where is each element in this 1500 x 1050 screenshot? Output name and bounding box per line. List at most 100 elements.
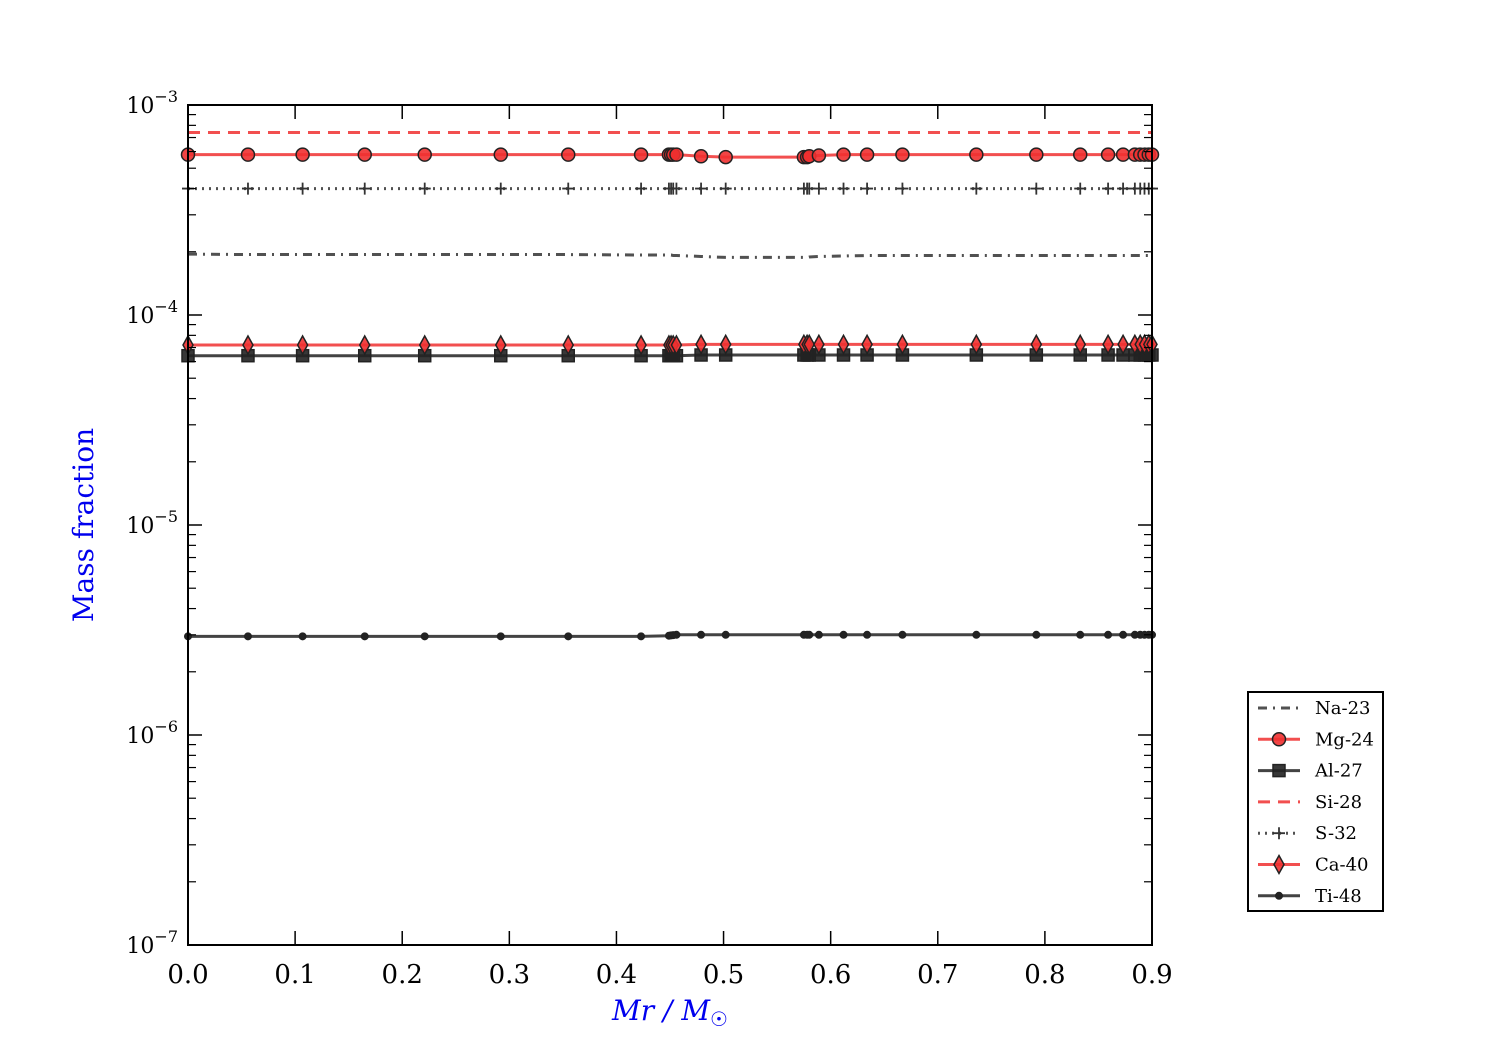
legend-marker [1273, 853, 1285, 876]
data-point [296, 334, 309, 356]
x-tick-label: 0.3 [489, 960, 530, 990]
data-point [1074, 333, 1087, 355]
data-point [637, 632, 646, 641]
legend-marker [1273, 827, 1285, 840]
x-tick-label: 0.0 [167, 960, 208, 990]
data-point [1030, 333, 1043, 355]
data-point [1117, 333, 1129, 355]
data-point [562, 182, 575, 195]
data-point [420, 632, 429, 641]
plot-frame [187, 104, 1153, 946]
data-point [718, 149, 733, 165]
legend-marker [1272, 763, 1286, 778]
axes: 0.0 0.1 0.2 0.3 0.4 0.5 0.6 0.7 0.8 0.9 10−7 10−6 10… [126, 87, 1172, 990]
x-tick-label: 0.6 [810, 960, 851, 990]
x-tick-label: 0.5 [703, 960, 744, 990]
data-point [896, 182, 909, 195]
data-point [240, 147, 256, 162]
legend-entry: Na-23 [1258, 698, 1370, 719]
legend-entry: Mg-24 [1258, 729, 1374, 750]
x-tick-label: 0.9 [1131, 960, 1172, 990]
series-na-23 [187, 252, 1152, 259]
data-point [417, 147, 432, 162]
y-tick-label: 10−5 [126, 507, 178, 539]
legend-marker [1275, 891, 1283, 900]
data-point [805, 630, 814, 639]
data-point [1029, 147, 1044, 162]
data-point [972, 630, 981, 639]
data-point [1076, 630, 1085, 639]
data-point [1104, 630, 1113, 639]
data-point [898, 630, 907, 639]
data-point [494, 334, 507, 356]
data-point [243, 632, 252, 641]
y-axis-label: Mass fraction [67, 428, 100, 622]
legend-label: Si-28 [1315, 792, 1362, 813]
data-point [635, 182, 648, 195]
legend-label: Ti-48 [1315, 886, 1362, 907]
data-point [562, 334, 575, 356]
data-point [812, 182, 825, 195]
data-point [970, 333, 983, 355]
data-point [1030, 182, 1043, 195]
data-point [839, 630, 848, 639]
legend-label: Na-23 [1315, 698, 1370, 719]
data-point [358, 334, 371, 356]
data-point [1117, 182, 1130, 195]
data-point [1102, 333, 1114, 355]
data-point [242, 334, 254, 356]
data-point [669, 147, 684, 162]
data-point [813, 333, 825, 355]
legend-entry: Al-27 [1258, 761, 1363, 782]
data-point [895, 147, 910, 162]
data-point [1100, 147, 1116, 162]
data-point [1074, 182, 1087, 195]
data-point [896, 333, 909, 355]
data-point [564, 632, 573, 641]
data-point [811, 148, 827, 163]
data-point [241, 182, 254, 195]
data-point [693, 149, 709, 164]
data-point [1072, 147, 1088, 162]
data-point [493, 147, 509, 162]
data-point [861, 182, 874, 195]
data-point [697, 630, 706, 639]
data-point [670, 182, 683, 195]
legend-marker [1271, 732, 1287, 747]
data-point [1119, 630, 1128, 639]
data-point [418, 182, 431, 195]
data-point [295, 147, 310, 162]
legend: Na-23 Mg-24 Al-27 Si-28 S-32 Ca-40 Ti-48 [1247, 691, 1384, 912]
y-tick-label: 10−6 [126, 717, 178, 749]
x-axis-label: Mr / M☉ [611, 994, 728, 1031]
data-point [836, 147, 851, 162]
series-s-32 [182, 182, 1158, 195]
x-tick-label: 0.1 [274, 960, 315, 990]
data-point [695, 182, 708, 195]
data-point [358, 182, 371, 195]
data-point [719, 182, 732, 195]
legend-label: Ca-40 [1315, 855, 1369, 876]
data-point [719, 333, 732, 355]
data-point [837, 182, 850, 195]
data-point [672, 630, 681, 639]
data-point [635, 334, 647, 356]
data-point [418, 334, 431, 356]
data-point [560, 147, 576, 162]
data-point [969, 147, 984, 162]
legend-label: S-32 [1315, 823, 1357, 844]
legend-label: Mg-24 [1315, 729, 1374, 750]
y-tick-label: 10−4 [126, 297, 178, 329]
plot-area [180, 130, 1160, 641]
data-point [803, 333, 816, 355]
data-point [360, 632, 369, 641]
data-point [1032, 630, 1041, 639]
x-tick-label: 0.7 [917, 960, 958, 990]
legend-label: Al-27 [1314, 761, 1363, 782]
x-tick-label: 0.2 [382, 960, 423, 990]
series-ti-48 [184, 630, 1156, 641]
y-tick-label: 10−7 [126, 927, 178, 959]
data-point [695, 333, 707, 355]
data-point [496, 632, 505, 641]
